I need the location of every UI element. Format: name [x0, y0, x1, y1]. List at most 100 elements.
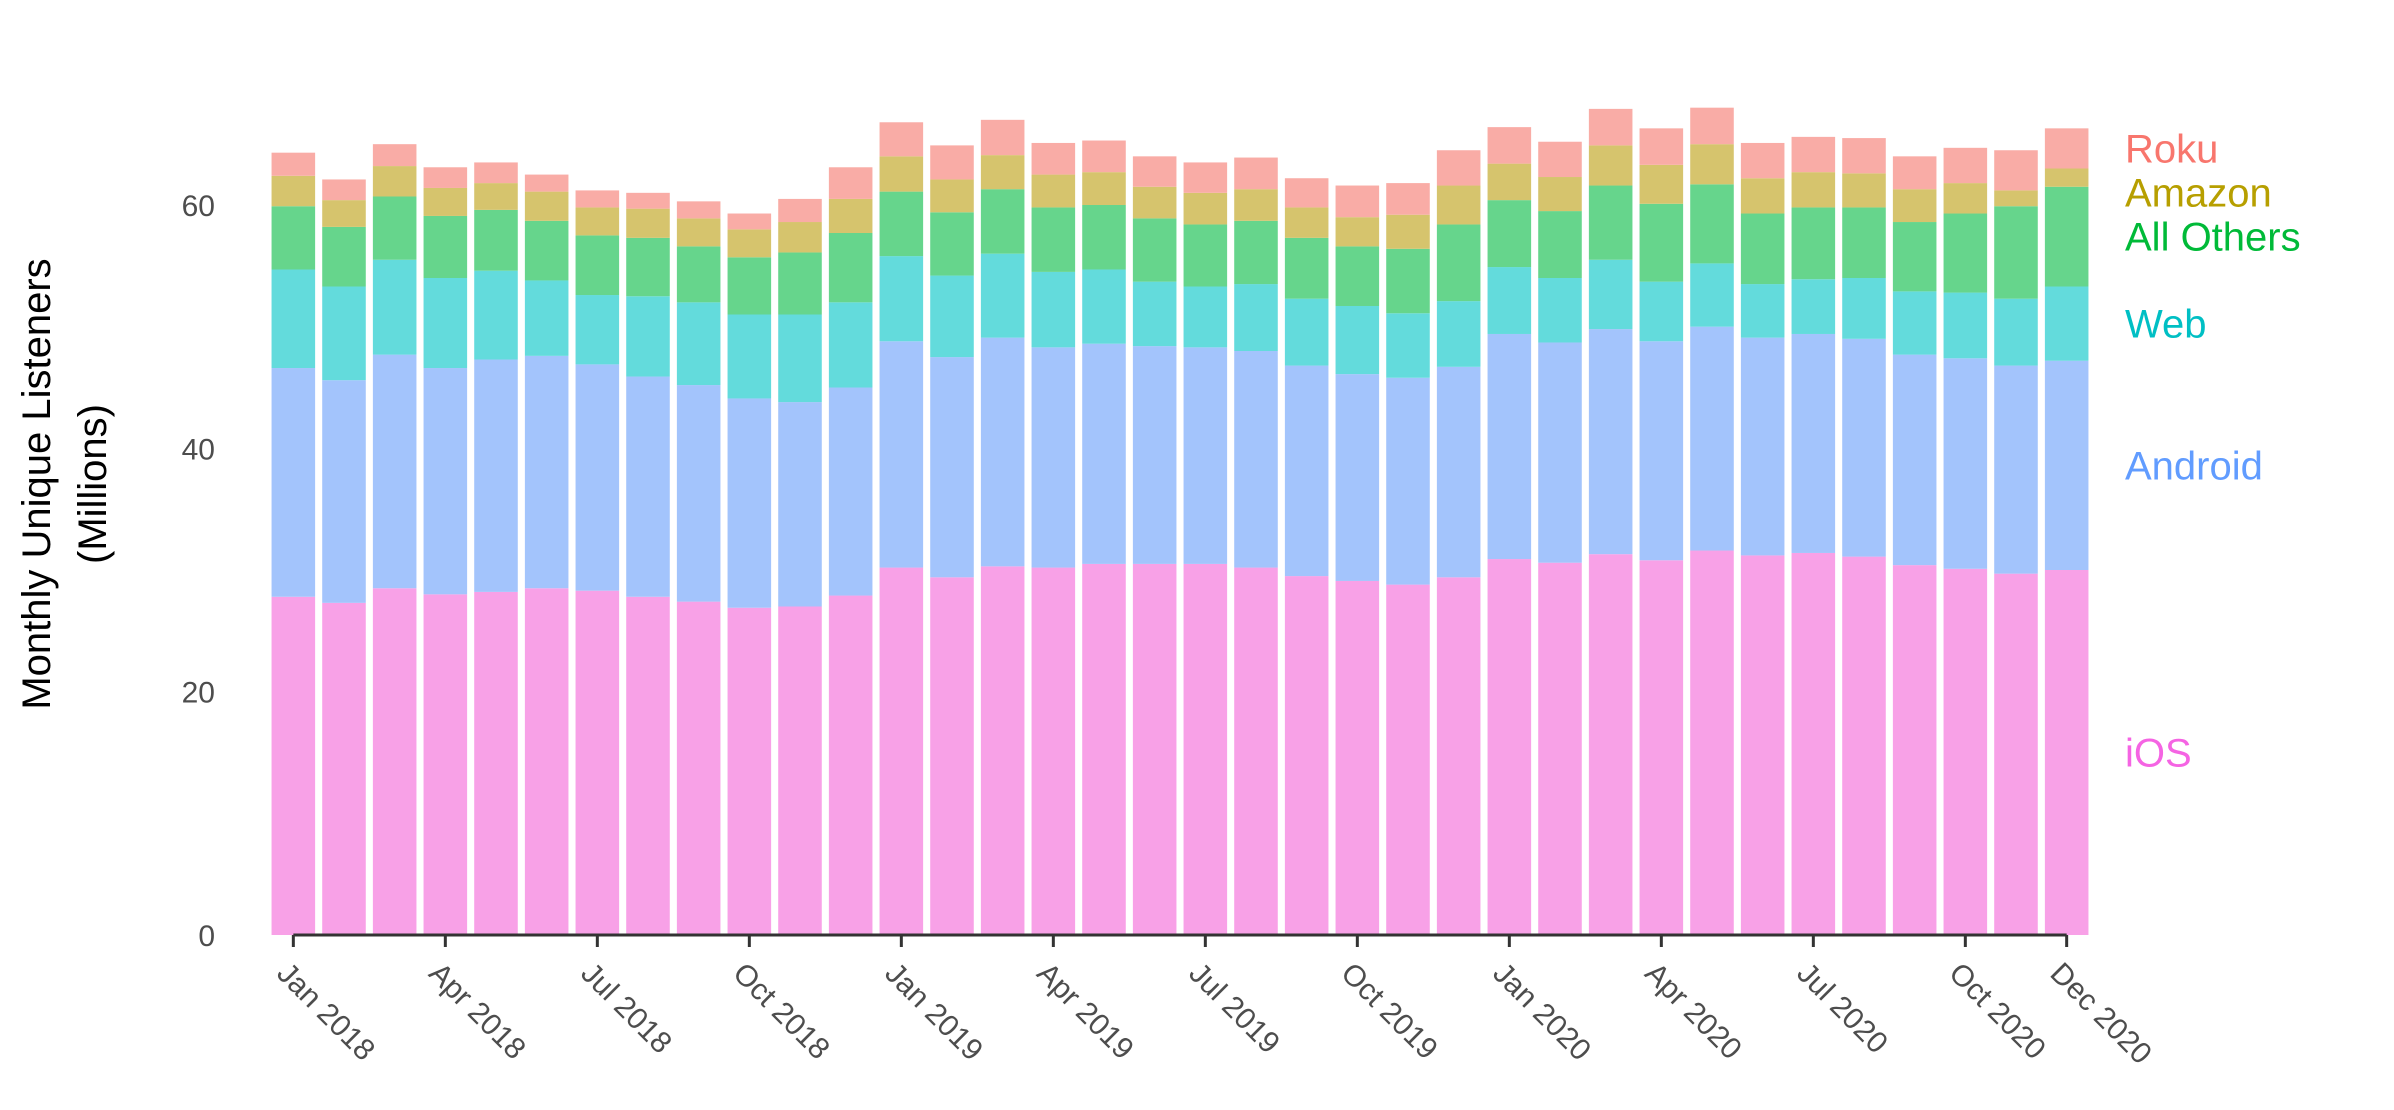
bar-segment-amazon-2018-08	[626, 208, 670, 238]
bar-segment-web-2018-09	[676, 302, 721, 386]
bar-segment-android-2019-10	[1335, 374, 1380, 581]
bar-segment-android-2019-02	[930, 357, 974, 578]
bar-segment-web-2019-06	[1132, 281, 1177, 347]
x-tick-label: Dec 2020	[2044, 957, 2158, 1071]
x-tick-label: Oct 2018	[726, 957, 835, 1066]
bar-segment-roku-2020-11	[1994, 150, 2038, 191]
x-tick-label: Apr 2019	[1030, 957, 1139, 1066]
bar-segment-web-2019-10	[1335, 305, 1380, 375]
bar-segment-android-2020-12	[2044, 360, 2089, 570]
bar-segment-ios-2018-03	[372, 588, 417, 935]
y-tick-label: 40	[182, 433, 215, 466]
bar-segment-all-others-2020-05	[1690, 184, 1734, 264]
bar-segment-web-2018-06	[524, 280, 569, 356]
bar-segment-roku-2018-01	[271, 152, 316, 176]
bar-segment-all-others-2019-08	[1234, 220, 1278, 285]
bar-segment-all-others-2018-05	[474, 209, 518, 271]
bar-segment-amazon-2020-10	[1943, 183, 1988, 214]
bar-segment-all-others-2019-12	[1436, 224, 1481, 302]
bar-segment-roku-2020-08	[1842, 138, 1886, 174]
x-tick-label: Oct 2019	[1334, 957, 1443, 1066]
bar-segment-all-others-2020-04	[1639, 203, 1684, 282]
bar-segment-all-others-2018-04	[423, 215, 468, 278]
bar-segment-ios-2018-04	[423, 594, 468, 935]
legend-label-android: Android	[2125, 444, 2263, 488]
bar-segment-web-2020-09	[1892, 291, 1937, 355]
bar-segment-android-2018-02	[322, 380, 366, 603]
bar-segment-android-2020-07	[1791, 333, 1836, 553]
bar-segment-roku-2020-10	[1943, 147, 1988, 184]
bar-segment-ios-2018-05	[474, 591, 518, 935]
bar-segment-web-2020-01	[1487, 267, 1532, 334]
bar-segment-android-2018-08	[626, 376, 670, 597]
bar-segment-amazon-2018-02	[322, 200, 366, 227]
bar-segment-amazon-2019-03	[980, 155, 1025, 190]
bar-segment-web-2019-02	[930, 275, 974, 358]
bar-segment-amazon-2019-10	[1335, 217, 1380, 247]
bar-segment-ios-2020-01	[1487, 559, 1532, 935]
bar-segment-android-2018-09	[676, 385, 721, 602]
bar-segment-amazon-2019-06	[1132, 186, 1177, 219]
bar-segment-all-others-2018-07	[575, 235, 620, 296]
bar-segment-web-2020-02	[1538, 278, 1582, 343]
x-tick-label: Jan 2018	[270, 957, 381, 1068]
bar-segment-all-others-2020-10	[1943, 213, 1988, 293]
bar-segment-all-others-2020-03	[1588, 185, 1633, 260]
x-tick-label: Oct 2020	[1942, 957, 2051, 1066]
x-tick-label: Jul 2019	[1182, 957, 1286, 1061]
bar-segment-roku-2019-07	[1183, 162, 1228, 193]
bar-segment-roku-2019-02	[930, 145, 974, 180]
bar-segment-ios-2019-04	[1031, 567, 1076, 935]
bar-segment-ios-2018-11	[778, 606, 822, 935]
bar-segment-amazon-2020-06	[1740, 178, 1785, 214]
bar-segment-android-2019-12	[1436, 366, 1481, 578]
bar-segment-roku-2018-11	[778, 198, 822, 223]
bar-segment-roku-2020-12	[2044, 128, 2089, 169]
bar-segment-roku-2019-11	[1386, 183, 1430, 215]
bar-segment-ios-2019-09	[1284, 576, 1329, 935]
bar-segment-all-others-2019-06	[1132, 218, 1177, 282]
bar-segment-android-2019-06	[1132, 346, 1177, 564]
bar-segment-ios-2018-07	[575, 590, 620, 935]
bar-segment-web-2019-11	[1386, 313, 1430, 378]
bar-segment-roku-2018-03	[372, 144, 417, 167]
bar-segment-android-2018-11	[778, 402, 822, 607]
bar-segment-android-2020-08	[1842, 338, 1886, 557]
bar-segment-roku-2020-07	[1791, 136, 1836, 173]
bar-segment-android-2020-06	[1740, 337, 1785, 556]
bar-segment-roku-2018-07	[575, 190, 620, 208]
bar-segment-amazon-2020-08	[1842, 173, 1886, 208]
bar-segment-amazon-2020-12	[2044, 168, 2089, 187]
bar-segment-web-2018-02	[322, 286, 366, 381]
bar-segment-amazon-2018-11	[778, 222, 822, 253]
bar-segment-web-2019-01	[879, 256, 924, 342]
bar-segment-roku-2018-05	[474, 162, 518, 184]
legend-label-roku: Roku	[2125, 127, 2218, 171]
bar-segment-ios-2018-10	[727, 607, 772, 935]
bar-segment-android-2020-10	[1943, 358, 1988, 569]
bar-segment-amazon-2018-09	[676, 218, 721, 247]
bar-segment-all-others-2018-12	[828, 232, 873, 303]
bar-segment-all-others-2018-09	[676, 246, 721, 303]
bar-segment-ios-2018-09	[676, 601, 721, 935]
bar-segment-web-2020-12	[2044, 286, 2089, 361]
bar-segment-web-2020-04	[1639, 281, 1684, 342]
bar-segment-android-2019-08	[1234, 351, 1278, 568]
bar-segment-web-2020-06	[1740, 284, 1785, 338]
bar-segment-web-2019-04	[1031, 271, 1076, 348]
bar-segment-ios-2019-08	[1234, 567, 1278, 935]
bar-segment-all-others-2019-11	[1386, 248, 1430, 314]
bar-segment-roku-2019-05	[1082, 140, 1126, 173]
bar-segment-ios-2020-02	[1538, 562, 1582, 935]
bar-segment-all-others-2018-02	[322, 226, 366, 287]
bar-segment-roku-2019-01	[879, 122, 924, 157]
bar-segment-android-2018-05	[474, 359, 518, 592]
bar-segment-all-others-2018-11	[778, 252, 822, 315]
bar-segment-ios-2020-12	[2044, 570, 2089, 935]
bar-segment-roku-2020-01	[1487, 127, 1532, 164]
bar-segment-amazon-2019-08	[1234, 189, 1278, 221]
bar-segment-roku-2020-02	[1538, 141, 1582, 178]
bar-segment-amazon-2018-12	[828, 198, 873, 233]
bar-segment-amazon-2018-05	[474, 183, 518, 210]
